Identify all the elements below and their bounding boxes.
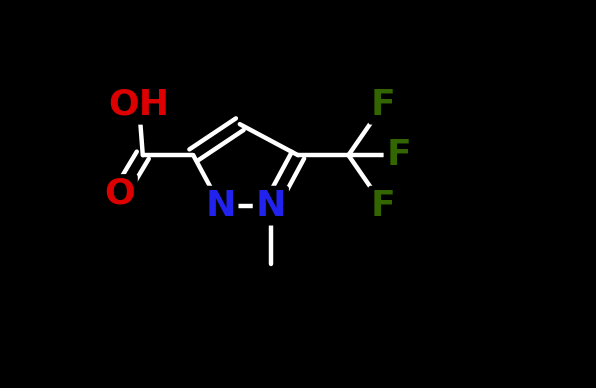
Text: F: F	[371, 88, 396, 122]
Text: OH: OH	[108, 88, 169, 122]
Text: N: N	[205, 189, 235, 223]
Text: N: N	[256, 189, 286, 223]
Text: F: F	[371, 189, 396, 223]
Text: O: O	[104, 177, 135, 211]
Text: F: F	[386, 138, 411, 172]
